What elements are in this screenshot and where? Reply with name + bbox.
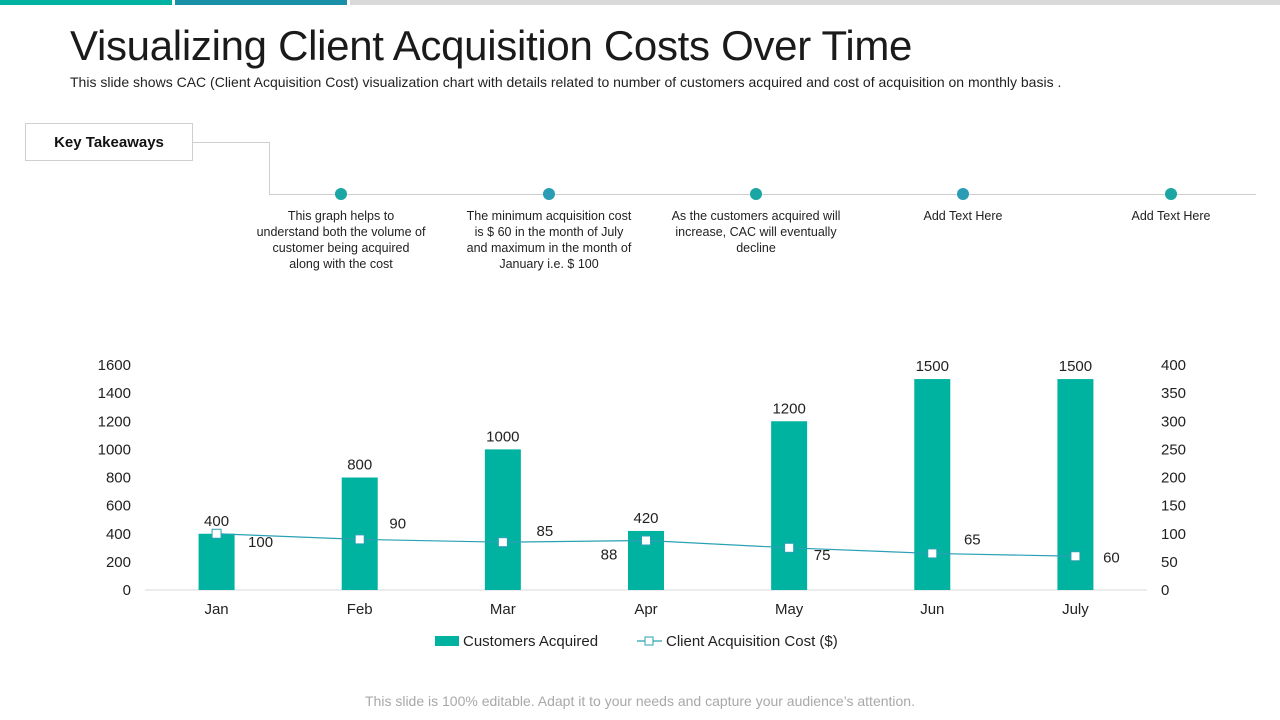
legend-bar-label: Customers Acquired <box>463 633 598 650</box>
takeaway-item-3: As the customers acquired will increase,… <box>671 188 841 256</box>
cost-point-marker <box>641 535 651 546</box>
y-left-tick-label: 1200 <box>98 413 131 430</box>
y-right-tick-label: 350 <box>1161 385 1186 402</box>
y-right-tick-label: 200 <box>1161 470 1186 487</box>
cost-point-marker <box>354 534 365 545</box>
legend-line-marker <box>644 636 654 646</box>
bar-customers-acquired <box>198 533 235 590</box>
key-takeaways-box: Key Takeaways <box>25 123 193 161</box>
y-right-tick-label: 250 <box>1161 441 1186 458</box>
bar-customers-acquired <box>341 477 378 590</box>
key-takeaways-connector-h1 <box>193 142 270 143</box>
cost-point-marker <box>1070 551 1081 562</box>
cost-data-label: 88 <box>601 547 618 564</box>
top-accent-bar <box>0 0 1280 5</box>
cost-data-label: 75 <box>814 547 831 564</box>
bar-customers-acquired <box>484 449 521 590</box>
cost-point-marker <box>211 528 222 539</box>
page-subtitle: This slide shows CAC (Client Acquisition… <box>70 74 1062 90</box>
y-left-tick-label: 200 <box>106 554 131 571</box>
cost-data-label: 90 <box>389 515 406 532</box>
y-left-tick-label: 0 <box>123 582 131 599</box>
cost-point-marker <box>497 537 508 548</box>
y-left-tick-label: 400 <box>106 526 131 543</box>
takeaway-dot-icon <box>543 188 555 200</box>
takeaway-text: This graph helps to understand both the … <box>256 209 426 271</box>
page-title: Visualizing Client Acquisition Costs Ove… <box>70 22 913 69</box>
legend-bar-swatch <box>435 636 459 646</box>
takeaway-text: Add Text Here <box>1131 209 1211 223</box>
y-left-tick-label: 600 <box>106 498 131 515</box>
takeaway-text: As the customers acquired will increase,… <box>671 209 841 255</box>
bar-data-label: 420 <box>633 510 658 527</box>
takeaway-item-4: Add Text Here <box>878 188 1048 224</box>
footer-note: This slide is 100% editable. Adapt it to… <box>365 693 915 709</box>
takeaway-item-5: Add Text Here <box>1086 188 1256 224</box>
x-tick-label: Mar <box>490 601 516 618</box>
bar-data-label: 1500 <box>916 358 949 375</box>
y-left-tick-label: 1000 <box>98 441 131 458</box>
takeaway-text: Add Text Here <box>923 209 1003 223</box>
y-right-tick-label: 100 <box>1161 526 1186 543</box>
x-tick-label: Jun <box>920 601 944 618</box>
cac-combo-chart: 0 200 400 600 800 1000 1200 1400 1600 0 50 100 150 20… <box>98 357 1186 650</box>
y-left-tick-label: 1400 <box>98 385 131 402</box>
y-right-tick-label: 0 <box>1161 582 1169 599</box>
bar-data-label: 1500 <box>1059 358 1092 375</box>
x-tick-label: Jan <box>204 601 228 618</box>
x-tick-label: Feb <box>347 601 373 618</box>
bar-customers-acquired <box>771 421 808 590</box>
x-tick-label: May <box>775 601 804 618</box>
cost-data-label: 60 <box>1103 549 1120 566</box>
y-right-tick-label: 400 <box>1161 357 1186 374</box>
top-accent-segment-2 <box>175 0 347 5</box>
y-right-tick-label: 50 <box>1161 554 1178 571</box>
top-accent-segment-1 <box>0 0 172 5</box>
y-left-tick-label: 1600 <box>98 357 131 374</box>
y-right-tick-label: 300 <box>1161 413 1186 430</box>
takeaway-dot-icon <box>750 188 762 200</box>
takeaway-dot-icon <box>1165 188 1177 200</box>
takeaway-item-2: The minimum acquisition cost is $ 60 in … <box>464 188 634 272</box>
x-tick-label: Apr <box>634 601 657 618</box>
key-takeaways-connector-v <box>269 142 270 195</box>
takeaway-dot-icon <box>957 188 969 200</box>
top-accent-segment-3 <box>350 0 1280 5</box>
cost-data-label: 85 <box>537 523 554 540</box>
takeaway-item-1: This graph helps to understand both the … <box>256 188 426 272</box>
key-takeaways-timeline <box>269 194 1256 195</box>
takeaway-dot-icon <box>335 188 347 200</box>
cost-point-marker <box>784 542 795 553</box>
y-left-tick-label: 800 <box>106 470 131 487</box>
cost-data-label: 100 <box>248 534 273 551</box>
bar-data-label: 400 <box>204 513 229 530</box>
y-right-tick-label: 150 <box>1161 498 1186 515</box>
x-tick-label: July <box>1062 601 1089 618</box>
takeaway-text: The minimum acquisition cost is $ 60 in … <box>466 209 632 271</box>
cost-point-marker <box>927 548 938 559</box>
legend-line-label: Client Acquisition Cost ($) <box>666 633 838 650</box>
bar-data-label: 800 <box>347 457 372 474</box>
cost-data-label: 65 <box>964 531 981 548</box>
bar-data-label: 1000 <box>486 428 519 445</box>
bar-data-label: 1200 <box>772 400 805 417</box>
